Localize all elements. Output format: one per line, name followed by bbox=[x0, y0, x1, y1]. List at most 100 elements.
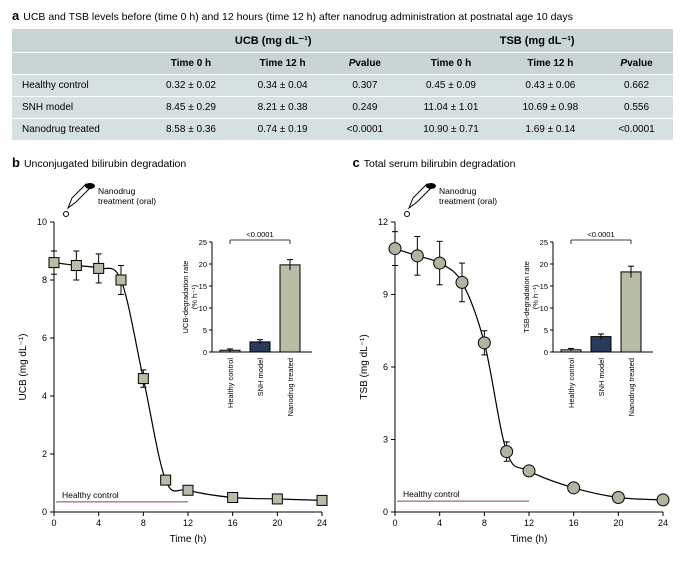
svg-text:Time (h): Time (h) bbox=[170, 534, 207, 545]
svg-text:6: 6 bbox=[42, 333, 47, 343]
svg-text:SNH model: SNH model bbox=[597, 358, 606, 397]
svg-text:24: 24 bbox=[317, 518, 327, 528]
panel-c-chart: c Total serum bilirubin degradation 0 3 6 9… bbox=[353, 155, 674, 554]
svg-text:20: 20 bbox=[613, 518, 623, 528]
svg-text:8: 8 bbox=[481, 518, 486, 528]
svg-text:Time (h): Time (h) bbox=[510, 534, 547, 545]
panel-c-title: Total serum bilirubin degradation bbox=[364, 158, 516, 170]
svg-text:0: 0 bbox=[382, 507, 387, 517]
svg-text:Nanodrug treated: Nanodrug treated bbox=[627, 358, 636, 416]
table-row: SNH model8.45 ± 0.298.21 ± 0.380.24911.0… bbox=[12, 97, 673, 119]
table-cell: 0.556 bbox=[600, 97, 673, 119]
ucb-degradation-chart: 024681004812162024Time (h)UCB (mg dL⁻¹)H… bbox=[12, 174, 332, 554]
table-row: Nanodrug treated8.58 ± 0.360.74 ± 0.19<0… bbox=[12, 119, 673, 141]
svg-text:Healthy control: Healthy control bbox=[403, 489, 460, 499]
svg-text:0: 0 bbox=[392, 518, 397, 528]
table-cell: 1.69 ± 0.14 bbox=[501, 119, 600, 141]
svg-text:UCB (mg dL⁻¹): UCB (mg dL⁻¹) bbox=[18, 334, 29, 401]
svg-text:20: 20 bbox=[539, 260, 547, 269]
svg-text:0: 0 bbox=[203, 348, 207, 357]
table-cell: 0.45 ± 0.09 bbox=[401, 75, 500, 97]
table-cell: 0.307 bbox=[328, 75, 401, 97]
panel-b-label: b bbox=[12, 155, 20, 170]
svg-text:Nanodrug treated: Nanodrug treated bbox=[286, 358, 295, 416]
table-cell: 11.04 ± 1.01 bbox=[401, 97, 500, 119]
svg-text:12: 12 bbox=[523, 518, 533, 528]
svg-text:(% h⁻¹): (% h⁻¹) bbox=[190, 284, 199, 309]
svg-text:20: 20 bbox=[272, 518, 282, 528]
svg-text:15: 15 bbox=[199, 282, 207, 291]
table-subhead: Time 0 h bbox=[145, 53, 237, 75]
svg-text:15: 15 bbox=[539, 282, 547, 291]
svg-text:8: 8 bbox=[141, 518, 146, 528]
svg-text:Nanodrug: Nanodrug bbox=[98, 186, 136, 196]
table-subhead: Pvalue bbox=[600, 53, 673, 75]
svg-text:9: 9 bbox=[382, 290, 387, 300]
panel-a-label: a bbox=[12, 8, 19, 23]
svg-text:20: 20 bbox=[199, 260, 207, 269]
svg-text:0: 0 bbox=[42, 507, 47, 517]
svg-text:2: 2 bbox=[42, 449, 47, 459]
svg-text:Healthy control: Healthy control bbox=[62, 490, 119, 500]
panel-b-title: Unconjugated bilirubin degradation bbox=[24, 158, 186, 170]
svg-text:Healthy control: Healthy control bbox=[226, 358, 235, 408]
svg-text:24: 24 bbox=[657, 518, 667, 528]
table-cell: 10.69 ± 0.98 bbox=[501, 97, 600, 119]
row-label: SNH model bbox=[12, 97, 145, 119]
svg-text:10: 10 bbox=[37, 217, 47, 227]
tsb-degradation-chart: 0 3 6 9 12 0 4 8 12 16 20 24 Time (h) TSB (mg dL⁻¹) He… bbox=[353, 174, 673, 554]
svg-text:12: 12 bbox=[377, 217, 387, 227]
svg-text:4: 4 bbox=[437, 518, 442, 528]
table-cell: 0.74 ± 0.19 bbox=[237, 119, 329, 141]
svg-text:TSB (mg dL⁻¹): TSB (mg dL⁻¹) bbox=[359, 334, 370, 399]
table-cell: <0.0001 bbox=[328, 119, 401, 141]
svg-text:Healthy control: Healthy control bbox=[567, 358, 576, 408]
svg-text:5: 5 bbox=[543, 326, 547, 335]
svg-text:25: 25 bbox=[539, 238, 547, 247]
svg-text:6: 6 bbox=[382, 362, 387, 372]
svg-text:TSB-degradation rate: TSB-degradation rate bbox=[522, 261, 531, 333]
svg-text:8: 8 bbox=[42, 275, 47, 285]
svg-text:<0.0001: <0.0001 bbox=[246, 230, 273, 239]
svg-text:16: 16 bbox=[568, 518, 578, 528]
table-cell: 8.58 ± 0.36 bbox=[145, 119, 237, 141]
svg-text:25: 25 bbox=[199, 238, 207, 247]
svg-text:(% h⁻¹): (% h⁻¹) bbox=[531, 284, 540, 309]
svg-text:3: 3 bbox=[382, 435, 387, 445]
table-subhead: Time 0 h bbox=[401, 53, 500, 75]
svg-text:Nanodrug: Nanodrug bbox=[439, 186, 477, 196]
table-cell: 0.32 ± 0.02 bbox=[145, 75, 237, 97]
table-row: Healthy control0.32 ± 0.020.34 ± 0.040.3… bbox=[12, 75, 673, 97]
table-group-tsb: TSB (mg dL⁻¹) bbox=[401, 29, 673, 53]
table-cell: 8.21 ± 0.38 bbox=[237, 97, 329, 119]
row-label: Healthy control bbox=[12, 75, 145, 97]
panel-a-caption: UCB and TSB levels before (time 0 h) and… bbox=[23, 11, 573, 23]
svg-text:10: 10 bbox=[539, 304, 547, 313]
svg-text:4: 4 bbox=[96, 518, 101, 528]
table-cell: 8.45 ± 0.29 bbox=[145, 97, 237, 119]
table-cell: 0.43 ± 0.06 bbox=[501, 75, 600, 97]
table-subhead: Pvalue bbox=[328, 53, 401, 75]
svg-text:0: 0 bbox=[543, 348, 547, 357]
bilirubin-table: UCB (mg dL⁻¹) TSB (mg dL⁻¹) Time 0 h Tim… bbox=[12, 29, 673, 141]
svg-text:<0.0001: <0.0001 bbox=[587, 230, 614, 239]
svg-text:SNH model: SNH model bbox=[256, 358, 265, 397]
panel-b-chart: b Unconjugated bilirubin degradation 024… bbox=[12, 155, 333, 554]
svg-text:12: 12 bbox=[183, 518, 193, 528]
svg-text:5: 5 bbox=[203, 326, 207, 335]
panel-c-label: c bbox=[353, 155, 360, 170]
table-subhead: Time 12 h bbox=[501, 53, 600, 75]
svg-text:treatment (oral): treatment (oral) bbox=[98, 196, 156, 206]
row-label: Nanodrug treated bbox=[12, 119, 145, 141]
table-cell: <0.0001 bbox=[600, 119, 673, 141]
svg-text:4: 4 bbox=[42, 391, 47, 401]
svg-text:0: 0 bbox=[51, 518, 56, 528]
table-cell: 0.34 ± 0.04 bbox=[237, 75, 329, 97]
table-group-ucb: UCB (mg dL⁻¹) bbox=[145, 29, 401, 53]
panel-a-table: a UCB and TSB levels before (time 0 h) a… bbox=[12, 8, 673, 141]
svg-text:10: 10 bbox=[199, 304, 207, 313]
svg-text:UCB-degradation rate: UCB-degradation rate bbox=[181, 261, 190, 334]
table-subhead: Time 12 h bbox=[237, 53, 329, 75]
table-cell: 0.249 bbox=[328, 97, 401, 119]
table-cell: 0.662 bbox=[600, 75, 673, 97]
